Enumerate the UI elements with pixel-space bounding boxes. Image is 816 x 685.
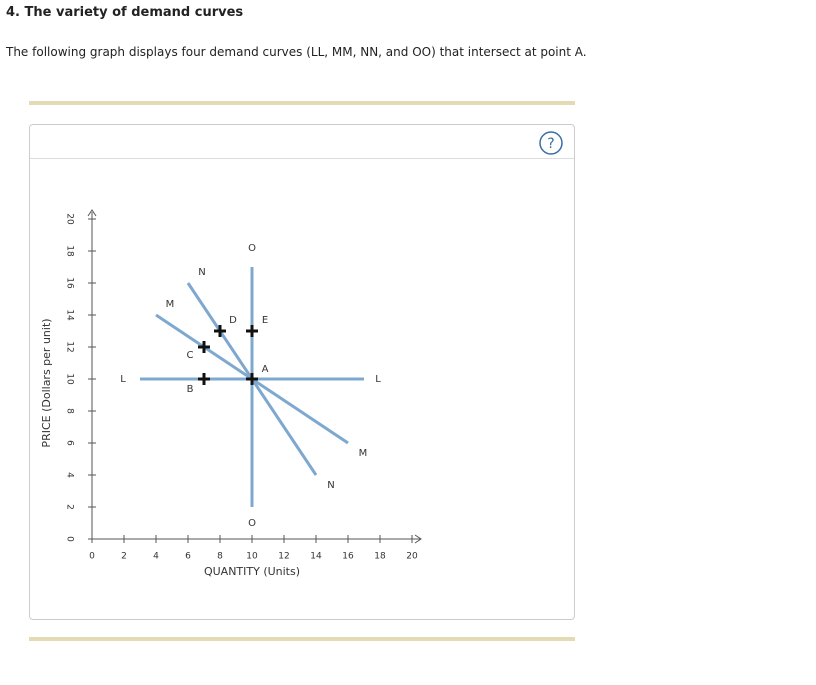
point-label: E <box>262 315 268 326</box>
x-tick-label: 16 <box>342 552 354 562</box>
y-tick-label: 20 <box>65 213 75 225</box>
y-tick-label: 10 <box>65 373 75 385</box>
y-axis-label: PRICE (Dollars per unit) <box>40 318 53 447</box>
x-tick-label: 0 <box>89 552 95 562</box>
y-tick-label: 0 <box>65 536 75 542</box>
x-tick-label: 6 <box>185 552 191 562</box>
y-tick-label: 6 <box>65 440 75 446</box>
y-tick-label: 2 <box>65 504 75 510</box>
intro-text: The following graph displays four demand… <box>6 45 587 59</box>
point-marker <box>246 373 258 385</box>
y-arrow <box>87 209 97 217</box>
point-marker <box>246 325 258 337</box>
x-tick-label: 18 <box>374 552 386 562</box>
graph-panel <box>29 124 575 620</box>
question-title: 4. The variety of demand curves <box>6 5 244 20</box>
divider <box>29 637 575 641</box>
curve-label: N <box>198 267 205 278</box>
curve-label: O <box>248 518 256 529</box>
point-label: B <box>187 384 194 395</box>
x-tick-label: 20 <box>406 552 418 562</box>
x-tick-label: 12 <box>278 552 289 562</box>
point-label: C <box>187 350 194 361</box>
y-tick-label: 16 <box>65 277 75 289</box>
svg-text:?: ? <box>547 136 554 152</box>
curve-label: O <box>248 243 256 254</box>
curve-label: N <box>327 480 334 491</box>
y-tick-label: 14 <box>65 309 75 321</box>
x-tick-label: 8 <box>217 552 223 562</box>
x-axis-label: QUANTITY (Units) <box>204 565 300 578</box>
point-label: D <box>229 315 237 326</box>
y-tick-label: 18 <box>65 245 75 257</box>
y-tick-label: 8 <box>65 408 75 414</box>
x-tick-label: 2 <box>121 552 127 562</box>
x-tick-label: 4 <box>153 552 159 562</box>
y-tick-label: 12 <box>65 341 75 352</box>
x-tick-label: 10 <box>246 552 258 562</box>
curve-label: L <box>375 374 381 385</box>
point-marker <box>198 341 210 353</box>
point-marker <box>214 325 226 337</box>
help-button[interactable]: ? <box>539 131 563 155</box>
curve-label: L <box>120 374 126 385</box>
panel-header-line <box>30 158 574 159</box>
x-arrow <box>414 534 422 544</box>
point-label: A <box>262 364 269 375</box>
point-marker <box>198 373 210 385</box>
x-tick-label: 14 <box>310 552 322 562</box>
curve-label: M <box>166 299 175 310</box>
y-tick-label: 4 <box>65 472 75 478</box>
divider <box>29 101 575 105</box>
curve-label: M <box>359 448 368 459</box>
